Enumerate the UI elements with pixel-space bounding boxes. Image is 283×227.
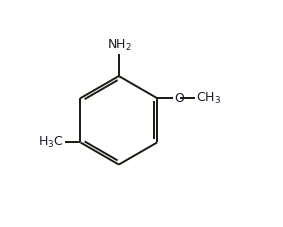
Text: H$_3$C: H$_3$C (38, 135, 64, 150)
Text: O: O (174, 92, 184, 105)
Text: CH$_3$: CH$_3$ (196, 91, 221, 106)
Text: NH$_2$: NH$_2$ (108, 37, 132, 53)
